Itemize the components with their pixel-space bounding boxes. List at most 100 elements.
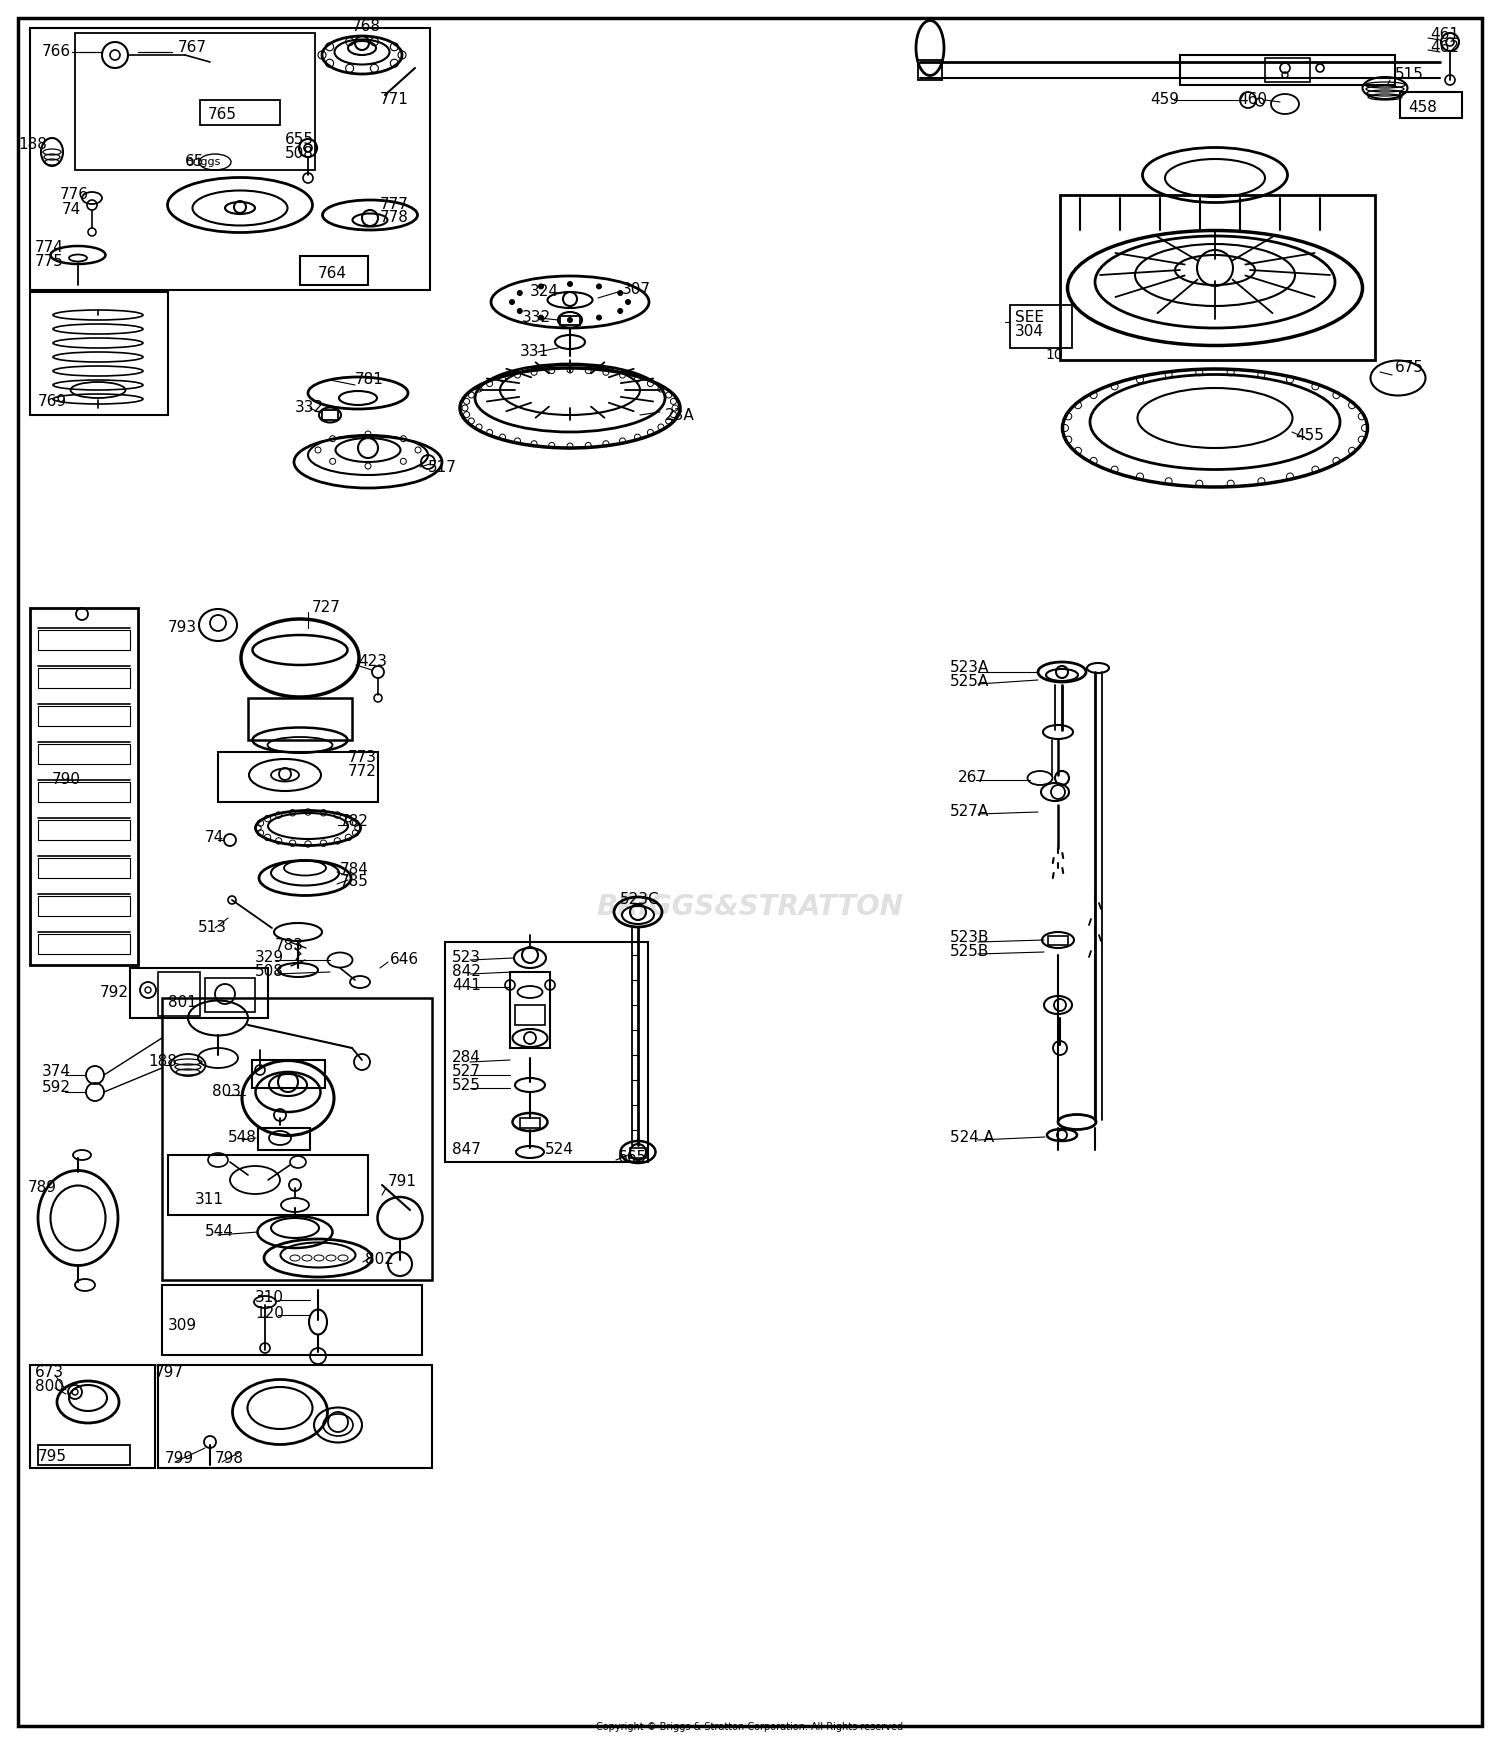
Text: 65: 65 (184, 155, 204, 169)
Circle shape (538, 284, 543, 290)
Text: 10: 10 (1046, 349, 1062, 363)
Text: 74: 74 (206, 830, 225, 846)
Bar (38, 668, 130, 687)
Text: 188: 188 (18, 138, 46, 152)
Text: 508: 508 (285, 146, 314, 162)
Text: 332: 332 (522, 310, 550, 326)
Bar (38, 935, 130, 954)
Text: 771: 771 (380, 92, 410, 108)
Text: 799: 799 (165, 1451, 194, 1465)
Text: 455: 455 (1294, 427, 1324, 443)
Text: 527A: 527A (950, 804, 990, 820)
Bar (248, 698, 352, 739)
Bar (1048, 937, 1068, 945)
Bar (258, 1128, 310, 1149)
Text: 544: 544 (206, 1224, 234, 1240)
Text: 842: 842 (452, 964, 482, 980)
Text: 458: 458 (1408, 101, 1437, 115)
Bar (1264, 58, 1310, 82)
Text: 441: 441 (452, 977, 482, 992)
Bar (38, 858, 130, 877)
Text: 665: 665 (618, 1151, 646, 1165)
Text: 792: 792 (100, 985, 129, 999)
Text: 592: 592 (42, 1081, 70, 1095)
Text: 772: 772 (348, 764, 376, 780)
Bar (1180, 56, 1395, 85)
Circle shape (567, 281, 573, 286)
Text: 655: 655 (285, 133, 314, 148)
Text: 767: 767 (178, 40, 207, 56)
Bar (252, 1060, 326, 1088)
Text: 332: 332 (296, 401, 324, 415)
Bar (158, 1366, 432, 1468)
Text: 673: 673 (34, 1364, 64, 1380)
Bar (38, 1446, 130, 1465)
Bar (38, 781, 130, 802)
Circle shape (518, 309, 522, 314)
Bar (162, 1285, 422, 1355)
Text: 508: 508 (255, 964, 284, 980)
Bar (560, 316, 580, 324)
Text: 461: 461 (1430, 28, 1460, 42)
Text: 675: 675 (1395, 361, 1423, 375)
Bar (200, 99, 280, 126)
Text: SEE: SEE (1016, 310, 1044, 326)
Circle shape (510, 300, 515, 305)
Text: 803: 803 (211, 1085, 242, 1099)
Bar (158, 971, 200, 1017)
Text: 527: 527 (452, 1064, 482, 1080)
Text: 775: 775 (34, 255, 64, 270)
Text: 777: 777 (380, 197, 410, 213)
Text: 778: 778 (380, 211, 410, 225)
Bar (38, 630, 130, 651)
Text: Copyright © Briggs & Stratton Corporation. All Rights reserved: Copyright © Briggs & Stratton Corporatio… (597, 1721, 903, 1732)
Text: 802: 802 (364, 1252, 394, 1268)
Text: 523B: 523B (950, 931, 990, 945)
Text: 523: 523 (452, 950, 482, 966)
Bar (162, 998, 432, 1280)
Bar (510, 971, 550, 1048)
Text: 798: 798 (214, 1451, 244, 1465)
Circle shape (597, 284, 602, 290)
Bar (38, 745, 130, 764)
Circle shape (538, 316, 543, 321)
Text: 793: 793 (168, 621, 196, 635)
Bar (520, 1118, 540, 1128)
Text: 310: 310 (255, 1291, 284, 1306)
Text: 459: 459 (1150, 92, 1179, 108)
Bar (630, 1148, 646, 1158)
Text: 517: 517 (427, 460, 458, 476)
Text: 525: 525 (452, 1078, 482, 1092)
Text: 800: 800 (34, 1378, 64, 1393)
Bar (446, 942, 648, 1162)
Circle shape (618, 291, 622, 295)
Text: 188: 188 (148, 1055, 177, 1069)
Text: 460: 460 (1238, 92, 1268, 108)
Circle shape (518, 291, 522, 295)
Text: 781: 781 (356, 373, 384, 387)
Text: 783: 783 (274, 938, 304, 952)
Bar (30, 28, 430, 290)
Text: 311: 311 (195, 1193, 223, 1207)
Text: Briggs: Briggs (186, 157, 222, 167)
Text: 789: 789 (28, 1181, 57, 1195)
Text: 324: 324 (530, 284, 560, 300)
Text: 74: 74 (62, 202, 81, 218)
Text: 307: 307 (622, 283, 651, 298)
Bar (514, 1005, 544, 1025)
Bar (1010, 305, 1072, 349)
Text: 513: 513 (198, 921, 226, 935)
Bar (38, 896, 130, 916)
Bar (30, 609, 138, 964)
Text: 782: 782 (340, 814, 369, 830)
Bar (30, 1366, 154, 1468)
Text: 766: 766 (42, 45, 70, 59)
Text: 304: 304 (1016, 324, 1044, 340)
Text: 774: 774 (34, 241, 64, 256)
Text: 523C: 523C (620, 893, 660, 907)
Text: 331: 331 (520, 345, 549, 359)
Text: 525B: 525B (950, 945, 990, 959)
Text: 801: 801 (168, 994, 196, 1010)
Bar (30, 291, 168, 415)
Text: 374: 374 (42, 1064, 70, 1080)
